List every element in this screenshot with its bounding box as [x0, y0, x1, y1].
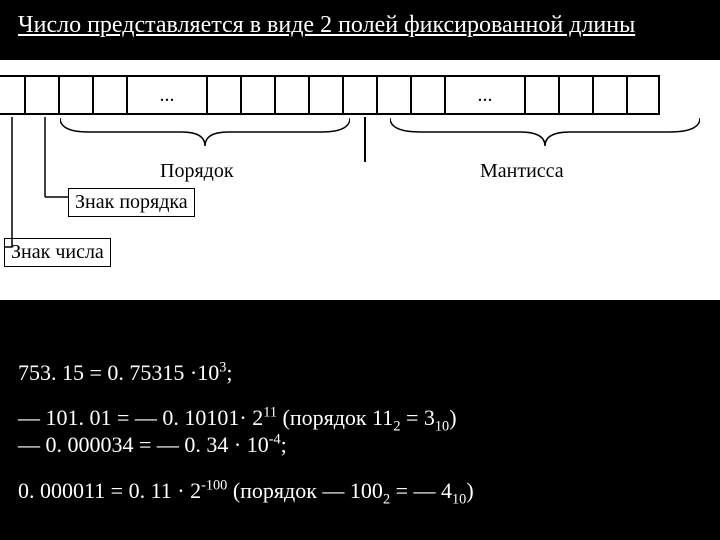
- bit-cell: [24, 75, 58, 115]
- formula-2: — 101. 01 = — 0. 10101· 211 (порядок 112…: [18, 405, 457, 431]
- bit-cell: [410, 75, 444, 115]
- brace-poryadok: [60, 118, 350, 148]
- slide-title: Число представляется в виде 2 полей фикс…: [18, 12, 702, 39]
- bit-cell: [558, 75, 592, 115]
- bit-cell: [58, 75, 92, 115]
- bit-cell: [524, 75, 558, 115]
- bit-cell: [274, 75, 308, 115]
- bit-cell: [342, 75, 376, 115]
- bit-cell: [206, 75, 240, 115]
- sign-line-chisla: [2, 117, 16, 251]
- bit-cell: [376, 75, 410, 115]
- diagram-panel: ...... Порядок Мантисса Знак порядка Зна…: [0, 60, 720, 300]
- field-divider: [364, 117, 368, 167]
- cell-ellipsis: ...: [126, 75, 206, 115]
- label-poryadok: Порядок: [160, 160, 234, 183]
- brace-mantissa: [390, 118, 700, 148]
- bit-cell: [92, 75, 126, 115]
- bit-cell: [240, 75, 274, 115]
- bit-cell: [308, 75, 342, 115]
- formula-3: — 0. 000034 = — 0. 34 · 10-4;: [18, 432, 287, 458]
- label-znak-poryadka: Знак порядка: [68, 188, 195, 217]
- bit-cell: [592, 75, 626, 115]
- formula-1: 753. 15 = 0. 75315 ·103;: [18, 360, 233, 386]
- bit-cell: [626, 75, 660, 115]
- label-znak-chisla: Знак числа: [4, 238, 111, 267]
- cell-ellipsis: ...: [444, 75, 524, 115]
- formula-4: 0. 000011 = 0. 11 · 2-100 (порядок — 100…: [18, 478, 474, 504]
- bit-cells-row: ......: [0, 75, 720, 115]
- label-mantissa: Мантисса: [480, 160, 564, 183]
- bit-cell: [0, 75, 24, 115]
- slide: Число представляется в виде 2 полей фикс…: [0, 0, 720, 540]
